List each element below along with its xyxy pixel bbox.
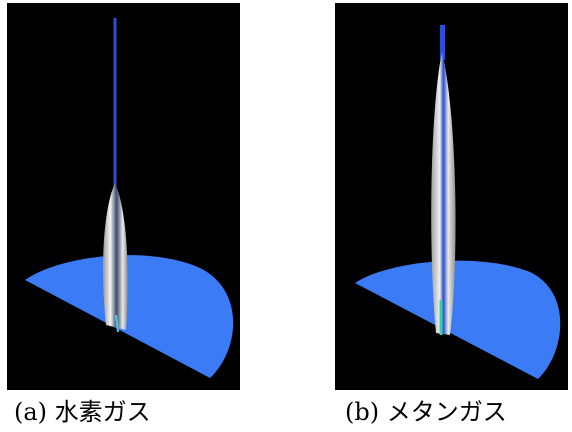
caption: (a) 水素ガス (14, 398, 151, 426)
panel-b (335, 3, 568, 390)
page: (a) 水素ガス (b) メタンガス (() => { const data =… (0, 0, 572, 432)
panel-a (7, 3, 240, 390)
figure: (a) 水素ガス (b) メタンガス (0, 0, 572, 432)
caption: (b) メタンガス (345, 398, 507, 426)
